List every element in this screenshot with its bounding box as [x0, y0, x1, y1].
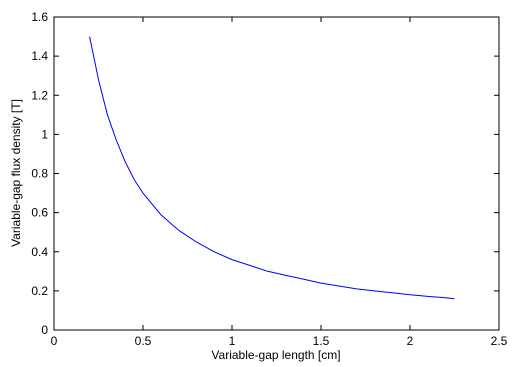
x-tick-label: 1.5	[313, 334, 330, 348]
x-tick-label: 2	[407, 334, 414, 348]
series-layer	[89, 36, 455, 300]
x-axis-ticks: 0 0.5 1 1.5 2 2.5	[51, 17, 508, 348]
x-tick-label: 0.5	[135, 334, 152, 348]
x-tick-label: 2.5	[491, 334, 508, 348]
y-axis-title: Variable-gap flux density [T]	[9, 99, 23, 247]
y-tick-label: 0	[41, 323, 48, 337]
series-line	[89, 36, 455, 300]
y-tick-label: 0.2	[31, 284, 48, 298]
x-tick-label: 1	[229, 334, 236, 348]
y-tick-label: 1	[41, 127, 48, 141]
y-tick-label: 1.2	[31, 88, 48, 102]
x-axis-title: Variable-gap length [cm]	[211, 348, 340, 362]
y-axis-ticks: 0 0.2 0.4 0.6 0.8 1 1.2 1.4 1.6	[31, 10, 499, 337]
x-tick-label: 0	[51, 334, 58, 348]
y-tick-label: 0.8	[31, 167, 48, 181]
plot-area	[53, 16, 500, 331]
y-tick-label: 0.6	[31, 206, 48, 220]
y-tick-label: 0.4	[31, 245, 48, 259]
y-tick-label: 1.4	[31, 49, 48, 63]
y-tick-label: 1.6	[31, 10, 48, 24]
